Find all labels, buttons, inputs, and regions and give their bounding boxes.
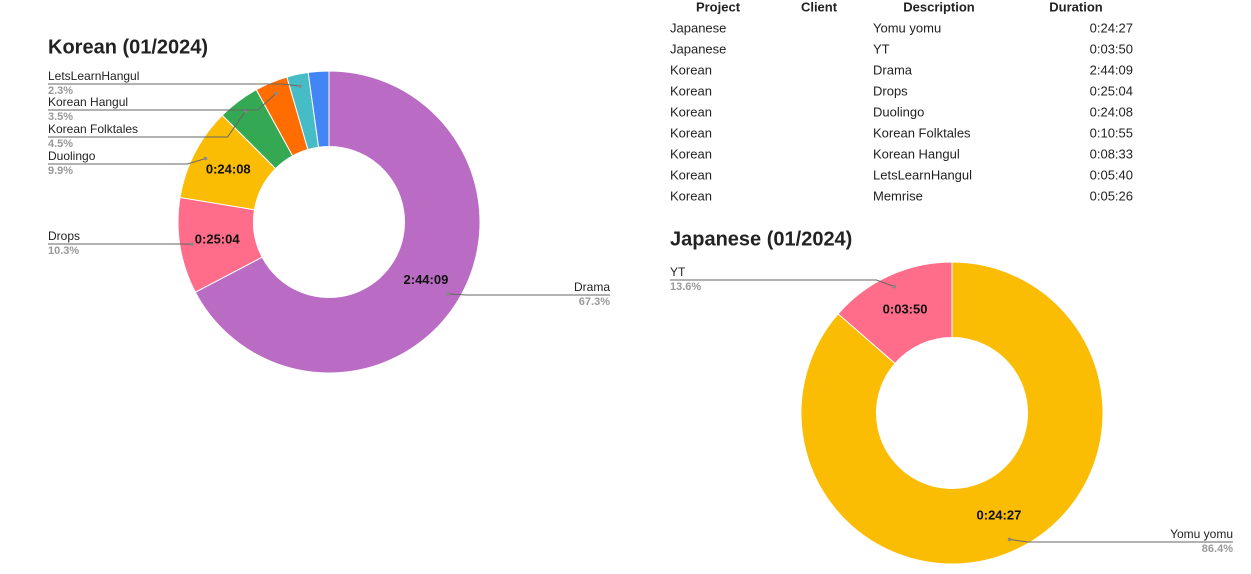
slice-label: LetsLearnHangul [48, 69, 139, 83]
leader-dot [298, 84, 302, 88]
slice-percent: 9.9% [48, 165, 73, 177]
cell-description: Yomu yomu [873, 20, 941, 35]
slice-duration: 0:03:50 [883, 301, 928, 316]
slice-label: Drama [574, 280, 610, 294]
slice-percent: 3.5% [48, 111, 73, 123]
cell-duration: 0:08:33 [1090, 146, 1133, 161]
slice-percent: 4.5% [48, 138, 73, 150]
slice-percent: 2.3% [48, 85, 73, 97]
leader-dot [446, 292, 450, 296]
cell-description: Drops [873, 83, 908, 98]
cell-project: Japanese [670, 41, 726, 56]
cell-duration: 0:03:50 [1090, 41, 1133, 56]
cell-duration: 0:24:08 [1090, 104, 1133, 119]
table-header: Duration [1049, 0, 1103, 14]
leader-dot [1007, 537, 1012, 542]
cell-project: Korean [670, 146, 712, 161]
cell-duration: 0:24:27 [1090, 20, 1133, 35]
cell-project: Japanese [670, 20, 726, 35]
slice-percent: 67.3% [579, 296, 610, 308]
slice-duration: 2:44:09 [404, 272, 449, 287]
cell-project: Korean [670, 167, 712, 182]
chart-title: Japanese (01/2024) [670, 228, 852, 250]
leader-line [48, 158, 206, 165]
slice-label: Korean Hangul [48, 95, 128, 109]
slice-percent: 86.4% [1202, 543, 1233, 555]
cell-duration: 2:44:09 [1090, 62, 1133, 77]
slice [800, 261, 1104, 565]
slice [307, 70, 330, 148]
cell-project: Korean [670, 83, 712, 98]
cell-description: YT [873, 41, 890, 56]
slice [194, 70, 481, 374]
cell-description: Duolingo [873, 104, 924, 119]
cell-description: LetsLearnHangul [873, 167, 972, 182]
slice-percent: 10.3% [48, 245, 79, 257]
leader-dot [892, 284, 897, 289]
leader-line [48, 93, 277, 111]
slice-duration: 0:25:04 [195, 232, 241, 247]
slice [837, 261, 953, 365]
leader-line [447, 293, 610, 296]
table-header: Description [903, 0, 975, 14]
slice-duration: 0:24:08 [206, 162, 251, 177]
cell-description: Korean Folktales [873, 125, 971, 140]
slice-percent: 13.6% [670, 281, 701, 293]
table-header: Project [696, 0, 741, 14]
slice-label: Drops [48, 229, 80, 243]
leader-line [1009, 538, 1233, 543]
slice-label: Yomu yomu [1170, 527, 1233, 541]
cell-duration: 0:05:26 [1090, 188, 1133, 203]
cell-project: Korean [670, 188, 712, 203]
slice-label: Korean Folktales [48, 122, 138, 136]
cell-description: Drama [873, 62, 913, 77]
cell-duration: 0:05:40 [1090, 167, 1133, 182]
leader-line [48, 110, 247, 138]
leader-dot [190, 242, 194, 246]
leader-line [670, 279, 895, 288]
slice-duration: 0:24:27 [977, 508, 1022, 523]
leader-dot [203, 156, 208, 161]
leader-line [48, 83, 301, 87]
cell-project: Korean [670, 62, 712, 77]
leader-dot [274, 91, 278, 96]
chart-title: Korean (01/2024) [48, 36, 208, 58]
slice-label: YT [670, 265, 686, 279]
slice-label: Duolingo [48, 149, 96, 163]
cell-description: Korean Hangul [873, 146, 960, 161]
cell-description: Memrise [873, 188, 923, 203]
cell-duration: 0:25:04 [1090, 83, 1133, 98]
cell-project: Korean [670, 125, 712, 140]
table-header: Client [801, 0, 838, 14]
cell-duration: 0:10:55 [1090, 125, 1133, 140]
cell-project: Korean [670, 104, 712, 119]
